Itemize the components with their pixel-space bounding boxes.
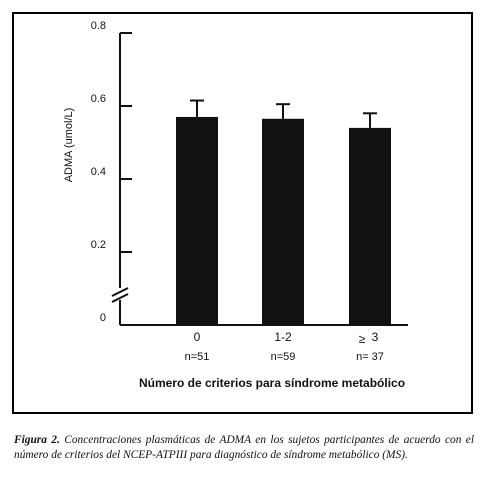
axis-break-mark	[111, 293, 129, 303]
figure-frame	[12, 12, 473, 414]
bar	[176, 116, 218, 325]
x-tick-sample-size: n=59	[271, 351, 296, 363]
y-axis-label: ADMA (umol/L)	[63, 108, 75, 183]
axis-break-mark	[111, 287, 129, 297]
x-tick-label-symbol: ≥	[359, 332, 366, 346]
chart-bars	[176, 99, 391, 326]
bar	[349, 127, 391, 326]
chart-labels: ADMA (umol/L) Número de criterios para s…	[63, 20, 405, 390]
x-tick-label: 1-2	[274, 330, 292, 344]
bar	[262, 118, 304, 326]
y-tick-label: 0.6	[91, 93, 106, 105]
y-tick-label: 0.8	[91, 20, 106, 32]
y-tick-label: 0	[100, 312, 106, 324]
x-tick-label: 3	[372, 330, 379, 344]
x-axis-label: Número de criterios para síndrome metabó…	[139, 376, 405, 390]
caption-figure-label: Figura 2.	[14, 434, 60, 446]
figure-caption: Figura 2. Concentraciones plasmáticas de…	[14, 433, 474, 463]
x-tick-label: 0	[194, 330, 201, 344]
caption-text: Concentraciones plasmáticas de ADMA en l…	[14, 434, 475, 461]
y-tick-label: 0.2	[91, 239, 106, 251]
x-tick-sample-size: n=51	[185, 351, 210, 363]
x-tick-sample-size: n= 37	[356, 351, 384, 363]
y-tick-label: 0.4	[91, 166, 106, 178]
bar-chart: ADMA (umol/L) Número de criterios para s…	[63, 20, 408, 390]
